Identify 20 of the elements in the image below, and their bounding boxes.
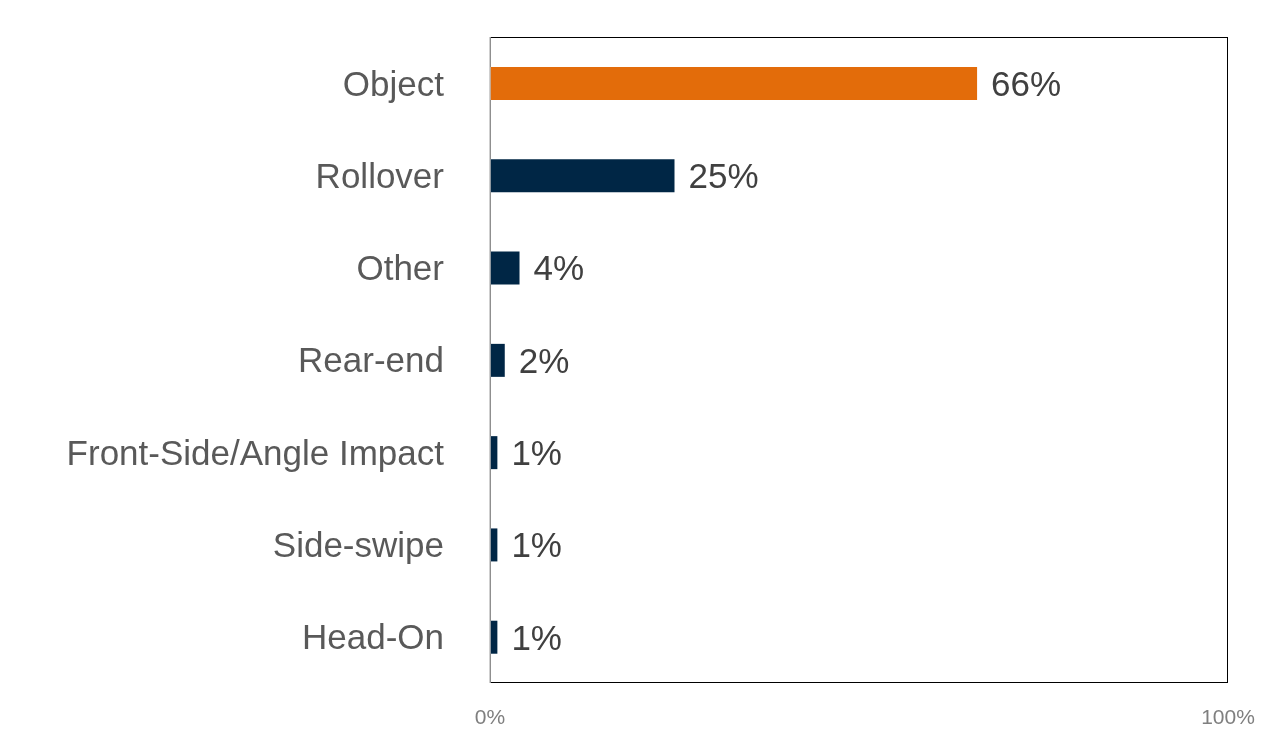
y-tick-label: Rear-end <box>298 340 444 380</box>
data-label: 1% <box>511 433 562 473</box>
y-tick-label: Rollover <box>315 155 445 195</box>
data-label: 4% <box>533 248 585 288</box>
data-label: 66% <box>991 63 1062 103</box>
y-tick-label: Object <box>342 63 445 103</box>
y-tick-label: Side-swipe <box>272 525 444 564</box>
data-label: 1% <box>511 525 562 565</box>
x-tick-label: 100% <box>1201 704 1255 728</box>
bar <box>490 159 675 193</box>
bar <box>490 343 505 377</box>
y-tick-label: Other <box>356 248 445 288</box>
y-tick-label: Front-Side/Angle Impact <box>66 432 445 472</box>
x-tick-label: 0% <box>474 704 506 728</box>
data-label: 2% <box>518 340 570 380</box>
bar <box>490 67 978 100</box>
data-label: 25% <box>688 156 759 196</box>
bar <box>490 251 520 285</box>
y-tick-label: Head-On <box>301 617 444 657</box>
data-label: 1% <box>511 617 562 657</box>
